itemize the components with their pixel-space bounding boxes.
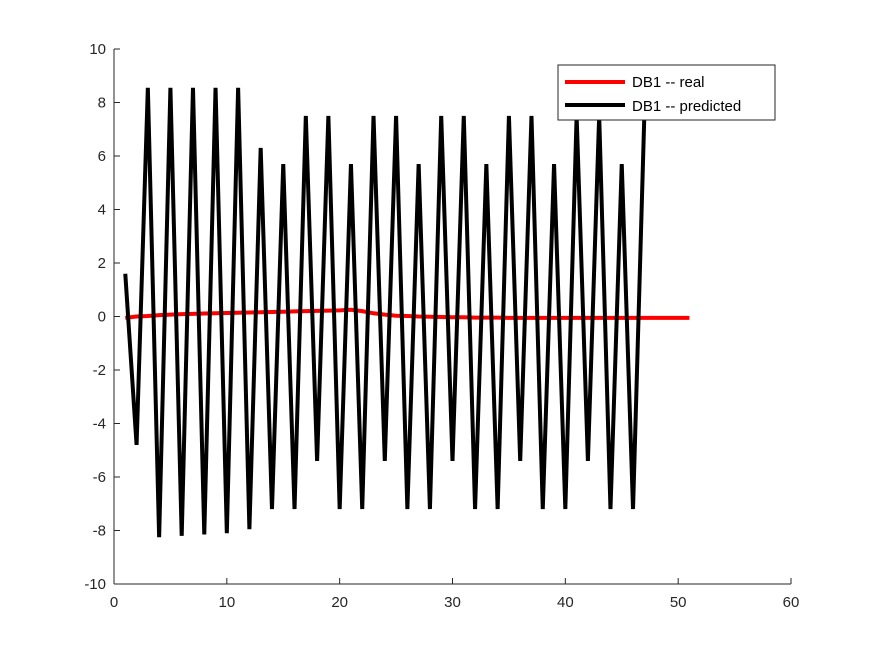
y-tick-label: 8 — [98, 95, 106, 112]
y-tick-label: -10 — [84, 576, 106, 593]
y-tick-label: -6 — [93, 469, 106, 486]
x-tick-label: 30 — [444, 594, 461, 611]
series-line-predicted — [123, 87, 647, 538]
y-tick-label: 2 — [98, 255, 106, 272]
series-layer — [123, 87, 690, 538]
y-tick-label: -4 — [93, 416, 106, 433]
x-tick-label: 60 — [783, 594, 800, 611]
legend-box — [557, 64, 776, 121]
x-tick-label: 40 — [557, 594, 574, 611]
ticks: 0 10 20 30 40 50 60 -10 -8 -6 -4 -2 0 2 4 6 8 10 — [84, 41, 799, 611]
y-tick-label: 4 — [98, 202, 106, 219]
x-tick-label: 0 — [110, 594, 118, 611]
y-tick-label: 10 — [89, 41, 106, 58]
y-tick-label: -8 — [93, 523, 106, 540]
y-tick-label: 6 — [98, 148, 106, 165]
y-tick-label: 0 — [98, 309, 106, 326]
x-tick-label: 10 — [218, 594, 235, 611]
x-tick-label: 20 — [331, 594, 348, 611]
y-tick-label: -2 — [93, 362, 106, 379]
legend-label-real: DB1 -- real — [632, 74, 705, 91]
legend-label-predicted: DB1 -- predicted — [632, 98, 741, 115]
legend: DB1 -- real DB1 -- predicted — [557, 64, 776, 121]
x-tick-label: 50 — [670, 594, 687, 611]
